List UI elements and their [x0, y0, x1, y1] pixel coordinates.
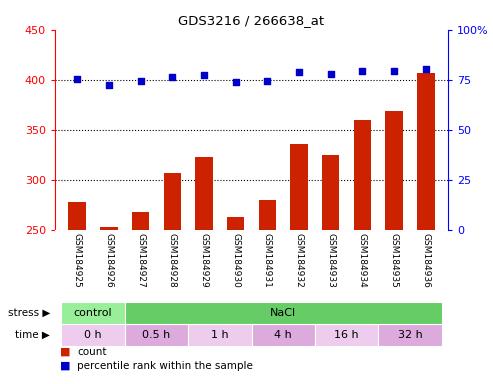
Point: [232, 79, 240, 85]
Bar: [378, 324, 442, 346]
Bar: [227, 217, 245, 230]
Text: GSM184928: GSM184928: [168, 233, 177, 288]
Text: GSM184925: GSM184925: [72, 233, 82, 288]
Text: GSM184929: GSM184929: [200, 233, 209, 288]
Text: 4 h: 4 h: [274, 330, 292, 340]
Bar: [61, 303, 125, 324]
Text: time ▶: time ▶: [15, 330, 50, 340]
Text: ■: ■: [60, 347, 70, 357]
Text: count: count: [77, 347, 106, 357]
Bar: [251, 324, 315, 346]
Text: GSM184934: GSM184934: [358, 233, 367, 288]
Bar: [132, 212, 149, 230]
Bar: [125, 324, 188, 346]
Bar: [125, 303, 442, 324]
Text: 32 h: 32 h: [397, 330, 423, 340]
Point: [327, 71, 335, 77]
Title: GDS3216 / 266638_at: GDS3216 / 266638_at: [178, 15, 324, 27]
Bar: [195, 157, 212, 230]
Bar: [290, 144, 308, 230]
Bar: [259, 200, 276, 230]
Point: [105, 82, 113, 88]
Text: control: control: [74, 308, 112, 318]
Point: [200, 72, 208, 78]
Point: [422, 66, 430, 72]
Bar: [386, 111, 403, 230]
Text: 16 h: 16 h: [334, 330, 359, 340]
Point: [295, 69, 303, 75]
Text: GSM184926: GSM184926: [105, 233, 113, 288]
Text: 0.5 h: 0.5 h: [142, 330, 171, 340]
Point: [263, 78, 271, 84]
Text: ■: ■: [60, 361, 70, 371]
Point: [137, 78, 144, 84]
Text: GSM184927: GSM184927: [136, 233, 145, 288]
Bar: [315, 324, 378, 346]
Bar: [164, 173, 181, 230]
Text: GSM184936: GSM184936: [422, 233, 430, 288]
Bar: [188, 324, 251, 346]
Bar: [322, 155, 340, 230]
Bar: [353, 120, 371, 230]
Text: stress ▶: stress ▶: [8, 308, 50, 318]
Text: 0 h: 0 h: [84, 330, 102, 340]
Text: GSM184933: GSM184933: [326, 233, 335, 288]
Bar: [100, 227, 118, 230]
Text: GSM184930: GSM184930: [231, 233, 240, 288]
Text: GSM184935: GSM184935: [389, 233, 399, 288]
Bar: [417, 73, 434, 230]
Text: GSM184932: GSM184932: [294, 233, 304, 288]
Point: [390, 68, 398, 74]
Text: GSM184931: GSM184931: [263, 233, 272, 288]
Point: [168, 74, 176, 80]
Bar: [69, 202, 86, 230]
Bar: [61, 324, 125, 346]
Point: [358, 68, 366, 74]
Text: NaCl: NaCl: [270, 308, 296, 318]
Text: percentile rank within the sample: percentile rank within the sample: [77, 361, 253, 371]
Text: 1 h: 1 h: [211, 330, 229, 340]
Point: [73, 76, 81, 82]
